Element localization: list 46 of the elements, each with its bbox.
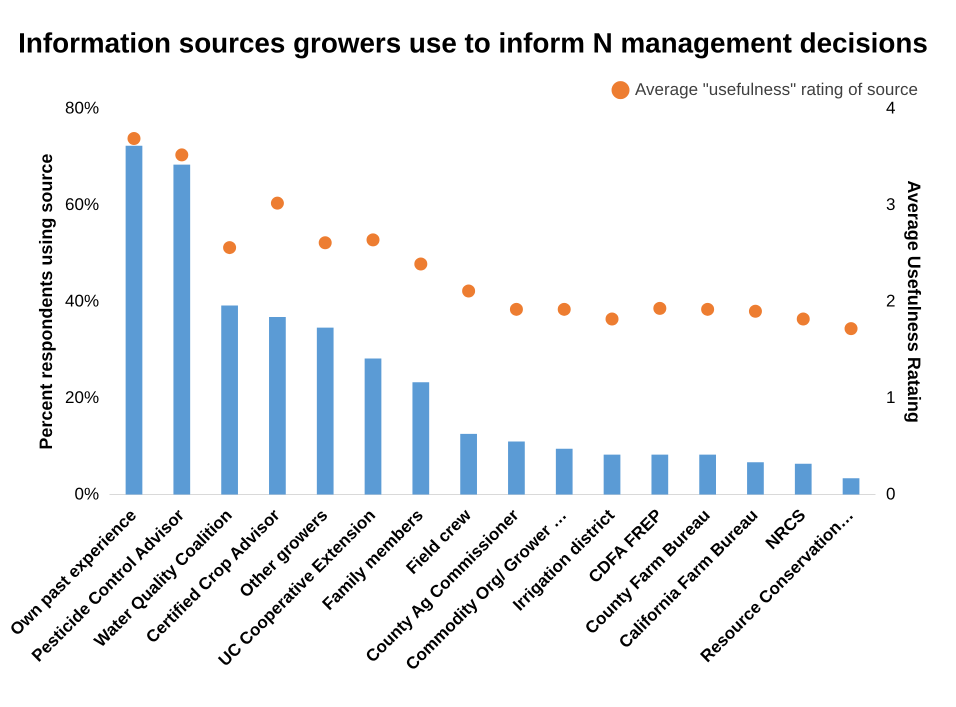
point xyxy=(844,322,858,336)
point xyxy=(270,196,284,210)
y-tick-label: 0% xyxy=(74,484,100,504)
bar xyxy=(412,382,430,495)
y-axis-title: Percent respondents using source xyxy=(36,154,56,450)
y-tick-label: 40% xyxy=(65,291,100,310)
point xyxy=(796,312,810,326)
y2-tick-label: 0 xyxy=(886,484,896,504)
point xyxy=(748,304,762,318)
bar xyxy=(556,448,573,495)
point xyxy=(127,132,140,146)
y2-tick-label: 4 xyxy=(886,98,896,118)
point xyxy=(606,312,619,326)
point xyxy=(653,302,666,315)
y-tick-label: 60% xyxy=(65,194,100,214)
point xyxy=(510,302,523,316)
bar xyxy=(794,464,812,495)
y2-tick-label: 2 xyxy=(886,291,896,310)
y2-tick-label: 3 xyxy=(886,194,896,214)
y2-axis-title: Average Usefulness Rataing xyxy=(904,180,924,423)
point xyxy=(223,241,236,254)
point xyxy=(414,257,428,270)
bar xyxy=(747,462,764,495)
bar xyxy=(316,328,334,495)
bar xyxy=(699,454,716,495)
bar xyxy=(508,442,525,495)
point xyxy=(175,148,188,162)
bar xyxy=(604,454,620,495)
bar xyxy=(842,478,860,495)
y-tick-label: 20% xyxy=(65,388,100,407)
bar xyxy=(364,358,382,495)
point xyxy=(701,302,714,316)
y-tick-label: 80% xyxy=(65,98,100,118)
bar xyxy=(269,317,286,495)
chart-title: Information sources growers use to inform N management decisions xyxy=(18,27,928,59)
point xyxy=(462,284,476,298)
bar xyxy=(126,146,142,495)
point xyxy=(366,233,380,246)
bar xyxy=(651,454,668,495)
y2-tick-label: 1 xyxy=(886,388,896,407)
legend-label: Average "usefulness" rating of source xyxy=(635,80,918,99)
point xyxy=(318,236,332,250)
bar xyxy=(460,434,477,495)
bar xyxy=(221,305,238,495)
bar xyxy=(173,164,190,495)
point xyxy=(558,302,571,316)
